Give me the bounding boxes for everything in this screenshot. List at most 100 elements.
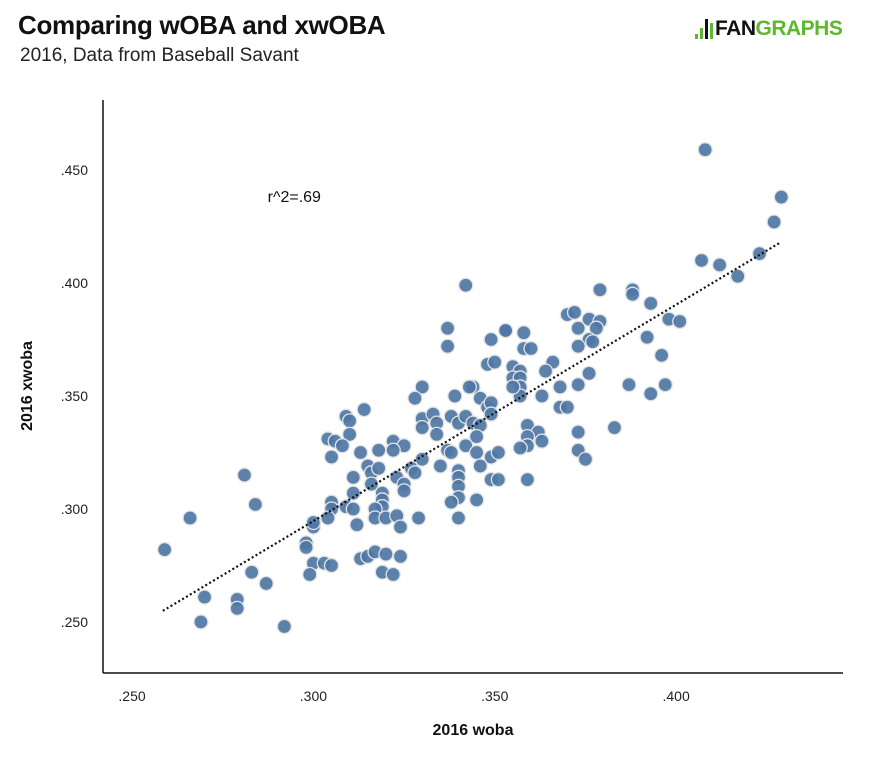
data-point xyxy=(439,338,456,354)
y-tick-label: .400 xyxy=(61,275,88,291)
data-point xyxy=(407,390,423,406)
data-point xyxy=(606,419,623,436)
logo-graphs-text: GRAPHS xyxy=(755,17,843,40)
data-point xyxy=(244,564,260,580)
data-point xyxy=(490,444,507,461)
data-point xyxy=(592,282,608,298)
data-point xyxy=(320,510,336,526)
x-tick-label: .350 xyxy=(481,688,508,704)
data-point xyxy=(643,295,659,312)
data-point xyxy=(410,510,427,526)
data-point xyxy=(443,494,459,510)
data-point xyxy=(305,514,322,531)
data-point xyxy=(371,460,387,476)
x-tick-label: .400 xyxy=(663,688,690,704)
data-point xyxy=(458,438,474,454)
chart-subtitle: 2016, Data from Baseball Savant xyxy=(20,45,299,66)
data-point xyxy=(487,354,503,370)
data-point xyxy=(621,377,637,393)
data-point xyxy=(182,510,198,526)
data-point xyxy=(352,444,369,461)
data-point xyxy=(653,347,670,363)
data-point xyxy=(519,471,536,488)
data-point xyxy=(534,433,550,449)
data-point xyxy=(730,268,746,284)
data-point xyxy=(349,517,365,533)
data-point xyxy=(414,419,430,436)
data-point xyxy=(392,519,409,535)
data-point xyxy=(585,334,601,350)
data-point xyxy=(552,379,568,395)
data-point xyxy=(639,329,655,345)
data-point xyxy=(751,245,768,262)
fangraphs-logo: FAN GRAPHS xyxy=(695,17,843,41)
x-tick-label: .250 xyxy=(118,688,145,704)
data-point xyxy=(414,379,430,395)
y-tick-label: .300 xyxy=(61,501,88,517)
data-point xyxy=(196,589,213,605)
data-point xyxy=(157,541,173,558)
data-point xyxy=(229,600,245,617)
y-tick-label: .250 xyxy=(61,614,88,630)
data-point xyxy=(392,548,409,565)
data-point xyxy=(298,539,314,556)
y-tick-label: .350 xyxy=(61,388,88,404)
x-axis-label: 2016 woba xyxy=(433,722,514,739)
logo-bars-icon xyxy=(695,19,713,39)
data-point xyxy=(581,365,597,382)
data-point xyxy=(483,331,499,348)
data-point xyxy=(566,304,583,321)
data-point xyxy=(396,483,412,499)
x-tick-label: .300 xyxy=(300,688,327,704)
data-point xyxy=(697,142,713,158)
data-point xyxy=(468,492,485,508)
data-point xyxy=(443,444,459,461)
data-point xyxy=(570,338,586,354)
data-point xyxy=(534,388,550,404)
data-point xyxy=(570,424,586,440)
data-point xyxy=(342,413,358,429)
y-axis-label: 2016 xwoba xyxy=(19,341,36,431)
chart-title: Comparing wOBA and xwOBA xyxy=(18,10,386,40)
data-point xyxy=(193,614,209,630)
data-point xyxy=(258,575,274,592)
data-point xyxy=(461,379,478,395)
data-point xyxy=(472,458,488,474)
logo-fan-text: FAN xyxy=(715,17,756,40)
data-point xyxy=(468,444,485,461)
data-point xyxy=(468,429,485,445)
data-point xyxy=(624,286,641,302)
data-point xyxy=(577,451,594,467)
data-point xyxy=(407,465,423,481)
data-point xyxy=(439,320,456,336)
trendline xyxy=(162,241,782,612)
data-point xyxy=(505,379,521,395)
data-point xyxy=(323,557,340,574)
data-point xyxy=(490,471,507,488)
data-point xyxy=(450,510,467,526)
data-point xyxy=(378,546,394,562)
data-point xyxy=(236,467,253,483)
data-point xyxy=(516,325,532,341)
y-tick-label: .450 xyxy=(61,162,88,178)
data-point xyxy=(693,252,710,269)
data-point xyxy=(458,277,474,293)
data-point xyxy=(323,449,340,465)
data-point xyxy=(334,438,351,454)
data-point xyxy=(247,496,264,513)
data-point xyxy=(512,440,528,456)
data-point xyxy=(276,618,293,635)
data-point xyxy=(570,320,586,336)
data-point xyxy=(356,401,372,418)
data-point xyxy=(672,313,688,330)
data-point xyxy=(643,386,659,402)
data-point xyxy=(302,566,318,583)
data-point xyxy=(432,458,449,474)
data-point xyxy=(766,214,782,230)
data-point xyxy=(712,257,728,273)
data-point xyxy=(342,426,358,443)
data-point xyxy=(559,399,575,415)
data-point xyxy=(537,363,554,379)
data-point xyxy=(345,469,361,485)
